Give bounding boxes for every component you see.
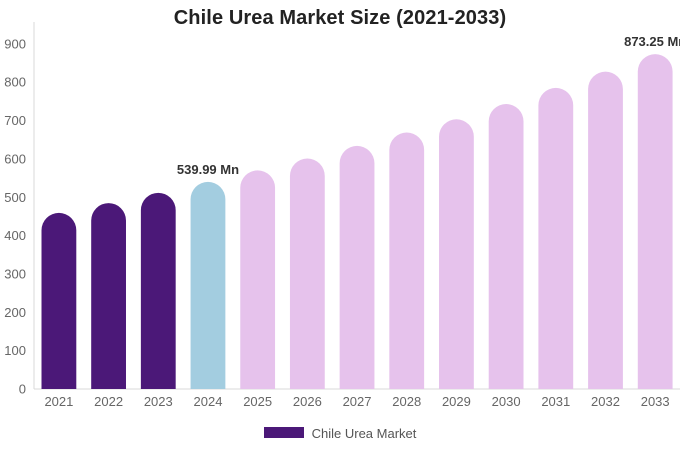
svg-text:600: 600 bbox=[4, 151, 26, 166]
svg-text:300: 300 bbox=[4, 266, 26, 281]
svg-text:2030: 2030 bbox=[492, 394, 521, 409]
svg-text:2025: 2025 bbox=[243, 394, 272, 409]
svg-text:2021: 2021 bbox=[44, 394, 73, 409]
svg-text:2032: 2032 bbox=[591, 394, 620, 409]
svg-text:2031: 2031 bbox=[541, 394, 570, 409]
svg-text:500: 500 bbox=[4, 190, 26, 205]
svg-text:900: 900 bbox=[4, 36, 26, 51]
svg-text:2029: 2029 bbox=[442, 394, 471, 409]
svg-text:700: 700 bbox=[4, 113, 26, 128]
svg-text:100: 100 bbox=[4, 343, 26, 358]
svg-text:200: 200 bbox=[4, 305, 26, 320]
svg-text:873.25 Mn: 873.25 Mn bbox=[624, 34, 680, 49]
svg-text:2022: 2022 bbox=[94, 394, 123, 409]
svg-text:2033: 2033 bbox=[641, 394, 670, 409]
svg-text:400: 400 bbox=[4, 228, 26, 243]
svg-text:2027: 2027 bbox=[343, 394, 372, 409]
svg-text:2023: 2023 bbox=[144, 394, 173, 409]
svg-text:2028: 2028 bbox=[392, 394, 421, 409]
svg-text:0: 0 bbox=[19, 382, 26, 397]
svg-text:800: 800 bbox=[4, 75, 26, 90]
svg-text:2026: 2026 bbox=[293, 394, 322, 409]
svg-text:2024: 2024 bbox=[194, 394, 223, 409]
svg-text:539.99 Mn: 539.99 Mn bbox=[177, 162, 239, 177]
